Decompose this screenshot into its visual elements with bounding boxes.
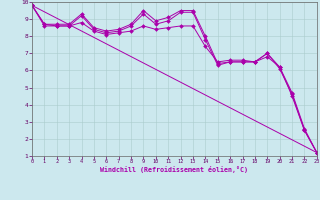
X-axis label: Windchill (Refroidissement éolien,°C): Windchill (Refroidissement éolien,°C) <box>100 166 248 173</box>
